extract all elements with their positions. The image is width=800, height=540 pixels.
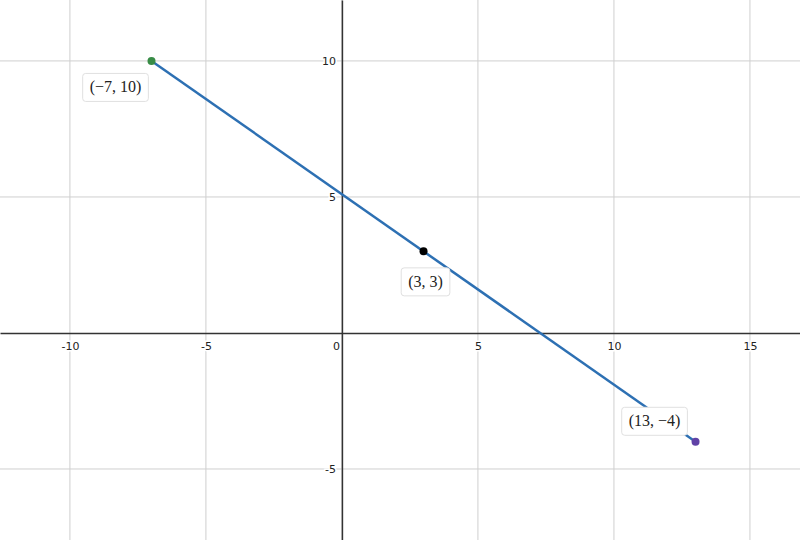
y-axis-line	[342, 1, 344, 540]
point-label: (13, −4)	[622, 407, 688, 435]
tick-label: -5	[325, 463, 336, 476]
tick-label: 10	[607, 340, 621, 353]
tick-label: 5	[475, 340, 482, 353]
x-grid-line	[613, 0, 614, 540]
plot-area	[148, 57, 700, 446]
y-grid-line	[0, 468, 800, 469]
label-box	[401, 268, 450, 296]
x-grid-line	[205, 0, 206, 540]
x-grid-line	[477, 0, 478, 540]
tick: 10	[607, 333, 621, 353]
tick: 0	[333, 333, 343, 353]
chart: -10 -5 0 5 10 15 -5 5 10 (−7, 10) (3, 3) (13, −4)	[0, 0, 800, 540]
label-text: (13, −4)	[629, 412, 681, 430]
point-label: (−7, 10)	[83, 73, 149, 101]
tick-label: 10	[322, 55, 336, 68]
point	[148, 57, 156, 65]
tick: -10	[61, 333, 79, 353]
tick-label: 15	[743, 340, 757, 353]
point-label: (3, 3)	[401, 268, 450, 296]
label-text: (3, 3)	[408, 273, 443, 291]
y-grid-line	[0, 196, 800, 197]
y-grid-line	[0, 60, 800, 61]
line	[152, 61, 696, 442]
x-grid-line	[69, 0, 70, 540]
tick: -5	[201, 333, 212, 353]
label-box	[83, 73, 149, 101]
tick: 15	[743, 333, 757, 353]
tick: 5	[475, 333, 482, 353]
y-axis: -5 5 10	[322, 1, 343, 540]
label-box	[622, 407, 688, 435]
point	[420, 247, 428, 255]
x-axis-line	[1, 333, 800, 335]
tick-label: -5	[201, 340, 212, 353]
label-text: (−7, 10)	[90, 78, 142, 96]
tick-label: -10	[61, 340, 79, 353]
tick-label: 5	[329, 191, 336, 204]
x-grid-line	[749, 0, 750, 540]
tick: 10	[322, 55, 342, 68]
x-axis: -10 -5 0 5 10 15	[1, 333, 800, 353]
point	[692, 438, 700, 446]
x-grid-line	[341, 0, 342, 540]
labels: (−7, 10) (3, 3) (13, −4)	[83, 73, 688, 435]
tick-label: 0	[333, 340, 340, 353]
grid	[0, 0, 800, 540]
tick: -5	[325, 463, 342, 476]
